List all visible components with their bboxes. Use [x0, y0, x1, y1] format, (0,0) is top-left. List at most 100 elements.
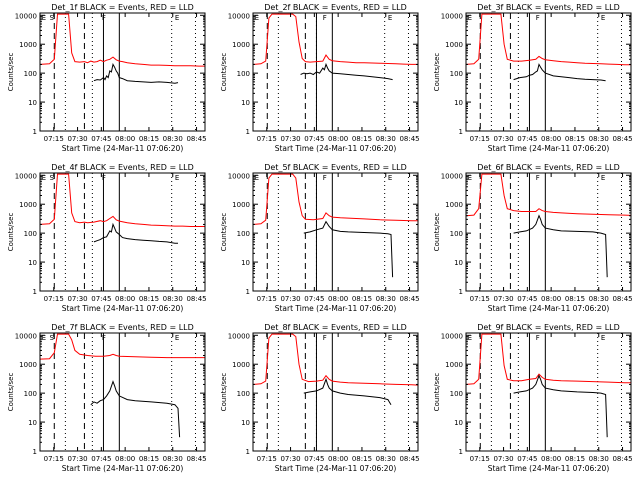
x-tick-label: 08:15	[139, 135, 159, 143]
y-tick-label: 10	[28, 99, 37, 107]
panel-det-4: 1 10 100 1000 10000 07:15 07:30 07:45 08:00 08:15…	[7, 163, 207, 313]
y-axis-label: Counts/sec	[220, 213, 228, 252]
y-tick-label: 100	[237, 230, 250, 238]
state-mark: S	[50, 14, 55, 22]
state-mark: E	[175, 14, 179, 22]
y-tick-label: 1000	[19, 41, 37, 49]
plot-title: Det_1f BLACK = Events, RED = LLD	[51, 3, 194, 12]
x-tick-label: 08:00	[115, 455, 135, 463]
state-mark: E	[468, 14, 472, 22]
state-mark: E	[42, 334, 46, 342]
plot-title: Det_8f BLACK = Events, RED = LLD	[264, 323, 407, 332]
lld-series-line	[40, 13, 205, 67]
y-tick-label: 10	[28, 259, 37, 267]
lld-series-line	[466, 13, 631, 66]
state-mark: S	[50, 174, 55, 182]
state-mark: E	[255, 14, 259, 22]
y-axis-label: Counts/sec	[7, 373, 15, 412]
state-mark: E	[601, 334, 605, 342]
x-axis-label: Start Time (24-Mar-11 07:06:20)	[275, 464, 397, 473]
y-tick-label: 1000	[232, 361, 250, 369]
state-mark: E	[42, 14, 46, 22]
events-series-line	[513, 63, 606, 82]
state-mark: E	[468, 174, 472, 182]
x-tick-label: 08:15	[352, 295, 372, 303]
x-tick-label: 07:15	[44, 455, 64, 463]
x-tick-label: 08:15	[565, 295, 585, 303]
x-tick-label: 08:00	[115, 135, 135, 143]
y-tick-label: 1	[459, 128, 463, 136]
y-tick-label: 10000	[441, 332, 463, 340]
y-tick-label: 10000	[441, 12, 463, 20]
x-tick-label: 08:45	[186, 295, 206, 303]
x-tick-label: 07:30	[280, 455, 300, 463]
x-tick-label: 07:45	[304, 455, 324, 463]
y-tick-label: 10	[241, 99, 250, 107]
y-tick-label: 10	[28, 419, 37, 427]
y-axis-label: Counts/sec	[433, 213, 441, 252]
plot-title: Det_3f BLACK = Events, RED = LLD	[477, 3, 620, 12]
panel-det-1: 1 10 100 1000 10000 07:15 07:30 07:45 08:00 08:15…	[7, 3, 207, 153]
x-tick-label: 08:15	[139, 295, 159, 303]
x-tick-label: 07:15	[257, 295, 277, 303]
plot-title: Det_4f BLACK = Events, RED = LLD	[51, 163, 194, 172]
events-series-line	[93, 222, 178, 244]
x-tick-label: 08:45	[399, 455, 419, 463]
x-tick-label: 07:45	[517, 455, 537, 463]
state-mark: E	[388, 334, 392, 342]
y-tick-label: 100	[24, 230, 37, 238]
x-tick-label: 08:45	[399, 135, 419, 143]
x-tick-label: 07:45	[91, 455, 111, 463]
plot-frame	[39, 12, 206, 132]
plot-frame	[252, 332, 419, 452]
plot-title: Det_5f BLACK = Events, RED = LLD	[264, 163, 407, 172]
x-tick-label: 07:45	[304, 295, 324, 303]
y-tick-label: 1	[459, 288, 463, 296]
panel-det-5: 1 10 100 1000 10000 07:15 07:30 07:45 08:00 08:15…	[220, 163, 420, 313]
x-tick-label: 08:15	[565, 455, 585, 463]
lld-series-line	[466, 173, 631, 217]
plot-title: Det_9f BLACK = Events, RED = LLD	[477, 323, 620, 332]
y-tick-label: 100	[237, 390, 250, 398]
lld-series-line	[40, 173, 205, 227]
x-tick-label: 07:30	[493, 295, 513, 303]
y-tick-label: 1	[246, 448, 250, 456]
y-tick-label: 1000	[19, 361, 37, 369]
x-tick-label: 07:30	[67, 295, 87, 303]
x-tick-label: 08:45	[186, 455, 206, 463]
state-mark: E	[255, 174, 259, 182]
x-tick-label: 08:15	[139, 455, 159, 463]
state-mark: F	[323, 334, 327, 342]
x-tick-label: 08:45	[612, 295, 632, 303]
y-axis-label: Counts/sec	[433, 53, 441, 92]
plot-frame	[465, 12, 632, 132]
x-tick-label: 07:45	[304, 135, 324, 143]
events-series-line	[300, 62, 393, 81]
events-series-line	[513, 374, 608, 438]
lld-series-line	[253, 173, 418, 225]
y-tick-label: 100	[450, 70, 463, 78]
x-tick-label: 07:30	[67, 135, 87, 143]
plot-frame	[465, 332, 632, 452]
x-tick-label: 08:00	[541, 295, 561, 303]
y-tick-label: 10	[454, 99, 463, 107]
panel-det-6: 1 10 100 1000 10000 07:15 07:30 07:45 08:00 08:15…	[433, 163, 633, 313]
panel-det-8: 1 10 100 1000 10000 07:15 07:30 07:45 08:00 08:15…	[220, 323, 420, 473]
plot-frame	[252, 12, 419, 132]
state-mark: F	[323, 14, 327, 22]
state-mark: E	[601, 14, 605, 22]
panel-det-7: 1 10 100 1000 10000 07:15 07:30 07:45 08:00 08:15…	[7, 323, 207, 473]
lld-series-line	[253, 333, 418, 386]
x-tick-label: 08:30	[589, 455, 609, 463]
y-axis-label: Counts/sec	[7, 213, 15, 252]
x-tick-label: 08:00	[328, 135, 348, 143]
y-tick-label: 10	[454, 419, 463, 427]
x-tick-label: 07:30	[280, 135, 300, 143]
x-axis-label: Start Time (24-Mar-11 07:06:20)	[62, 464, 184, 473]
panel-det-9: 1 10 100 1000 10000 07:15 07:30 07:45 08:00 08:15…	[433, 323, 633, 473]
lld-series-line	[466, 333, 631, 385]
x-tick-label: 08:00	[328, 295, 348, 303]
x-tick-label: 08:15	[352, 455, 372, 463]
y-axis-label: Counts/sec	[7, 53, 15, 92]
x-tick-label: 08:00	[541, 135, 561, 143]
